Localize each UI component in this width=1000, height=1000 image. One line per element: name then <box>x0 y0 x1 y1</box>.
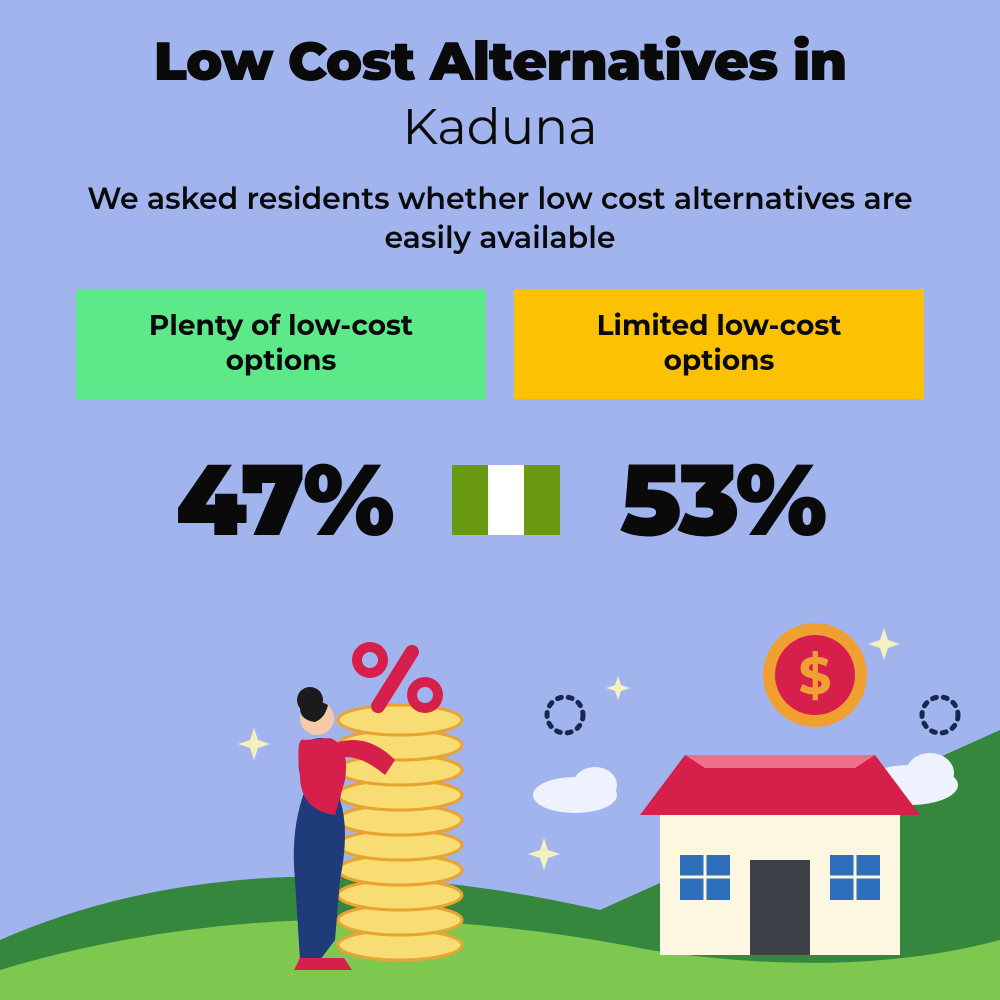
percent-plenty: 47% <box>176 439 392 561</box>
option-label: Limited low-cost options <box>544 309 894 379</box>
title-line2: Kaduna <box>0 96 1000 157</box>
svg-text:$: $ <box>798 645 831 708</box>
option-boxes: Plenty of low-cost options Limited low-c… <box>0 289 1000 399</box>
option-box-plenty: Plenty of low-cost options <box>76 289 486 399</box>
option-label: Plenty of low-cost options <box>106 309 456 379</box>
option-box-limited: Limited low-cost options <box>514 289 924 399</box>
house-icon <box>640 755 920 955</box>
subtitle: We asked residents whether low cost alte… <box>0 179 1000 257</box>
percent-limited: 53% <box>620 439 825 561</box>
dotted-circle-icon <box>547 697 958 733</box>
dollar-coin-icon: $ <box>763 623 867 727</box>
nigeria-flag-icon <box>452 465 560 535</box>
flag-stripe <box>452 465 488 535</box>
flag-stripe <box>524 465 560 535</box>
flag-stripe <box>488 465 524 535</box>
illustration: $ <box>0 600 1000 1000</box>
title-block: Low Cost Alternatives in Kaduna <box>0 0 1000 157</box>
cloud-icon <box>533 767 617 813</box>
percent-row: 47% 53% <box>0 439 1000 561</box>
title-line1: Low Cost Alternatives in <box>0 28 1000 94</box>
